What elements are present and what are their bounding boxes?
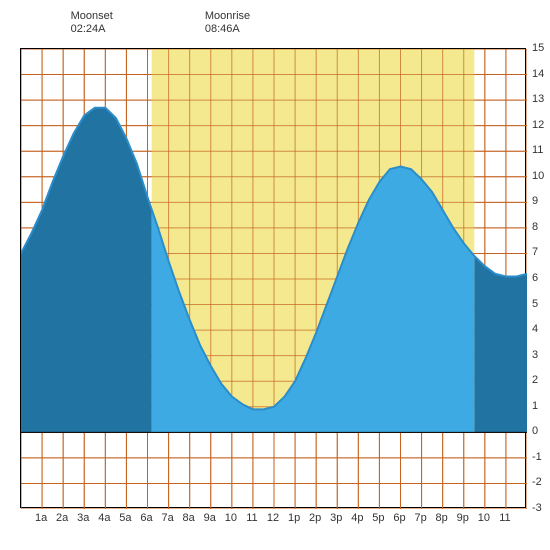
x-tick: 2a [56,512,68,524]
x-tick: 7a [161,512,173,524]
y-tick: 10 [532,170,544,182]
x-tick: 3p [330,512,342,524]
annotation-moonset: Moonset02:24A [71,10,113,36]
annotation-label: Moonrise [205,10,250,23]
y-tick: 11 [532,144,543,156]
y-tick: 3 [532,349,538,361]
x-tick: 8a [183,512,195,524]
y-tick: 4 [532,323,538,335]
y-tick: 8 [532,221,538,233]
y-tick: 9 [532,195,538,207]
x-tick: 10 [225,512,237,524]
x-tick: 9a [204,512,216,524]
y-tick: 6 [532,272,538,284]
y-tick: -2 [532,476,542,488]
y-tick: 14 [532,68,544,80]
chart-svg [21,49,527,509]
y-tick: -1 [532,451,542,463]
x-tick: 4p [351,512,363,524]
x-tick: 6p [393,512,405,524]
annotation-value: 08:46A [205,23,250,36]
x-tick: 2p [309,512,321,524]
y-tick: 1 [532,400,538,412]
x-tick: 9p [457,512,469,524]
x-tick: 1p [288,512,300,524]
y-tick: 5 [532,298,538,310]
y-tick: 15 [532,42,544,54]
y-tick: 2 [532,374,538,386]
y-tick: 12 [532,119,544,131]
plot-area [20,48,526,508]
y-tick: 0 [532,425,538,437]
x-tick: 11 [499,512,510,524]
x-tick: 12 [267,512,279,524]
annotation-value: 02:24A [71,23,113,36]
y-tick: 13 [532,93,544,105]
tide-chart: Moonset02:24A Moonrise08:46A 1a 2a 3a 4a 5a 6a… [10,10,540,540]
y-tick: -3 [532,502,542,514]
x-tick: 5p [372,512,384,524]
y-tick: 7 [532,246,538,258]
x-tick: 7p [414,512,426,524]
x-tick: 5a [119,512,131,524]
x-tick: 11 [246,512,257,524]
x-tick: 3a [77,512,89,524]
annotation-label: Moonset [71,10,113,23]
annotation-moonrise: Moonrise08:46A [205,10,250,36]
x-tick: 10 [478,512,490,524]
x-tick: 4a [98,512,110,524]
x-tick: 6a [140,512,152,524]
x-tick: 1a [35,512,47,524]
x-tick: 8p [436,512,448,524]
